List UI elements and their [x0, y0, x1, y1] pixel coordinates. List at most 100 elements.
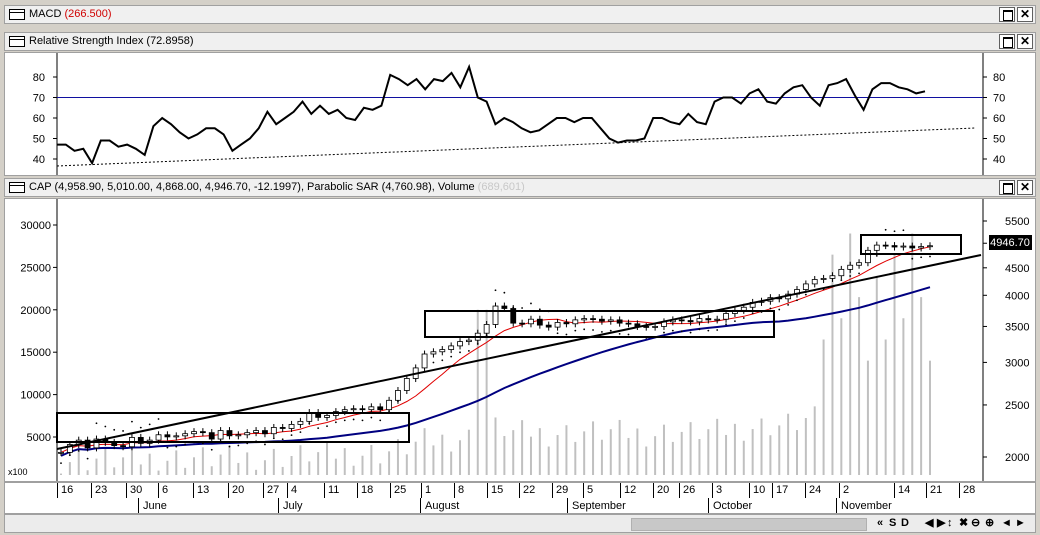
date-tick-label: 6 [162, 484, 169, 496]
date-tick-label: 12 [624, 484, 637, 496]
scroll-left-button[interactable]: ◀ [925, 517, 934, 529]
candle-body [590, 318, 596, 320]
date-tick-label: 20 [232, 484, 245, 496]
rsi-pane-header[interactable]: Relative Strength Index (72.8958) ✕ [4, 32, 1036, 51]
candle-body [297, 420, 304, 425]
sar-dot [769, 307, 772, 310]
candle-body [802, 283, 809, 290]
scroll-start-button[interactable]: « [877, 517, 884, 529]
rsi-ytick-left: 80 [33, 72, 45, 84]
candle-body [918, 246, 925, 249]
candle-body [377, 406, 384, 411]
price-ytick: 3000 [1005, 357, 1029, 369]
date-tick [552, 483, 553, 498]
page-right-button[interactable]: ► [1015, 517, 1026, 529]
date-tick [926, 483, 927, 498]
date-tick-label: 30 [130, 484, 143, 496]
sar-dot [113, 428, 116, 431]
close-button[interactable]: ✕ [1017, 7, 1033, 22]
sar-dot [734, 320, 736, 322]
long-moving-average [60, 286, 931, 457]
price-pane-header[interactable]: CAP (4,958.90, 5,010.00, 4,868.00, 4,946… [4, 178, 1036, 197]
candle-body [723, 313, 729, 320]
month-separator [278, 498, 279, 513]
month-label: November [841, 500, 892, 512]
sar-dot [893, 230, 896, 233]
date-tick-label: 11 [328, 484, 340, 496]
month-label: September [572, 500, 626, 512]
sar-dot [441, 359, 444, 362]
candle-body [847, 264, 854, 270]
date-tick [620, 483, 621, 498]
sar-dot [627, 333, 630, 336]
price-pane[interactable]: 3000025000200001500010000500055005000450… [4, 198, 1036, 482]
candle-body [599, 318, 605, 322]
macd-pane-header[interactable]: MACD (266.500) ✕ [4, 5, 1036, 24]
maximize-button[interactable] [999, 7, 1015, 22]
sar-dot [131, 420, 133, 423]
month-separator [567, 498, 568, 513]
date-tick-label: 5 [587, 484, 594, 496]
candle-body [581, 318, 588, 321]
volume-ytick: 25000 [20, 262, 51, 274]
date-tick-label: 23 [95, 484, 108, 496]
sar-dot [707, 329, 710, 332]
candle-body [510, 308, 517, 324]
sar-dot [804, 293, 807, 296]
sar-dot [840, 279, 843, 282]
date-tick [519, 483, 520, 498]
resize-icon[interactable]: ↕ [947, 517, 953, 529]
seconds-button[interactable]: S [889, 517, 897, 529]
consolidation-box [860, 234, 962, 255]
date-tick-label: 2 [843, 484, 850, 496]
maximize-button[interactable] [999, 180, 1015, 195]
candle-body [199, 431, 206, 434]
sar-dot [237, 444, 240, 447]
date-tick [324, 483, 325, 498]
candle-body [528, 318, 534, 325]
horizontal-scrollbar[interactable]: « S D ◀ ▶ ↕ ✖ ⊖ ⊕ ◄ ► [4, 514, 1036, 533]
month-label: August [425, 500, 460, 512]
unit-label: x100 [8, 467, 28, 477]
candle-body [554, 322, 561, 328]
zoom-in-icon[interactable]: ⊕ [985, 517, 995, 529]
candle-body [448, 345, 455, 350]
candle-body [368, 406, 375, 411]
page-left-button[interactable]: ◄ [1001, 517, 1012, 529]
sar-dot [503, 291, 506, 294]
volume-ytick: 30000 [20, 220, 51, 232]
date-tick-label: 29 [556, 484, 569, 496]
close-button[interactable]: ✕ [1017, 180, 1033, 195]
move-icon[interactable]: ✖ [959, 517, 969, 529]
sar-dot [689, 331, 692, 334]
candle-body [643, 326, 650, 328]
sar-dot [450, 355, 453, 358]
sar-dot [175, 445, 178, 448]
sar-dot [849, 275, 852, 277]
sar-dot [86, 457, 89, 460]
rsi-pane[interactable]: 80 80 70 70 60 60 50 50 40 40 [4, 52, 1036, 176]
zoom-out-icon[interactable]: ⊖ [971, 517, 981, 529]
macd-title: MACD [29, 8, 62, 20]
scroll-right-button[interactable]: ▶ [937, 517, 946, 529]
sar-dot [60, 462, 62, 465]
candle-body [270, 427, 277, 435]
date-tick-label: 25 [394, 484, 407, 496]
scroll-thumb[interactable] [631, 518, 867, 531]
sar-dot [618, 332, 621, 335]
candle-body [457, 341, 463, 347]
date-tick [193, 483, 194, 498]
sar-dot [796, 299, 798, 302]
candle-body [58, 451, 64, 454]
sar-dot [556, 332, 559, 335]
sar-dot [264, 443, 266, 446]
maximize-button[interactable] [999, 34, 1015, 49]
days-button[interactable]: D [901, 517, 909, 529]
close-button[interactable]: ✕ [1017, 34, 1033, 49]
candle-body [900, 245, 907, 248]
volume-ytick: 20000 [20, 305, 51, 317]
date-tick [421, 483, 422, 498]
candle-body [545, 324, 552, 328]
candle-body [882, 244, 889, 247]
date-tick-label: 27 [267, 484, 280, 496]
